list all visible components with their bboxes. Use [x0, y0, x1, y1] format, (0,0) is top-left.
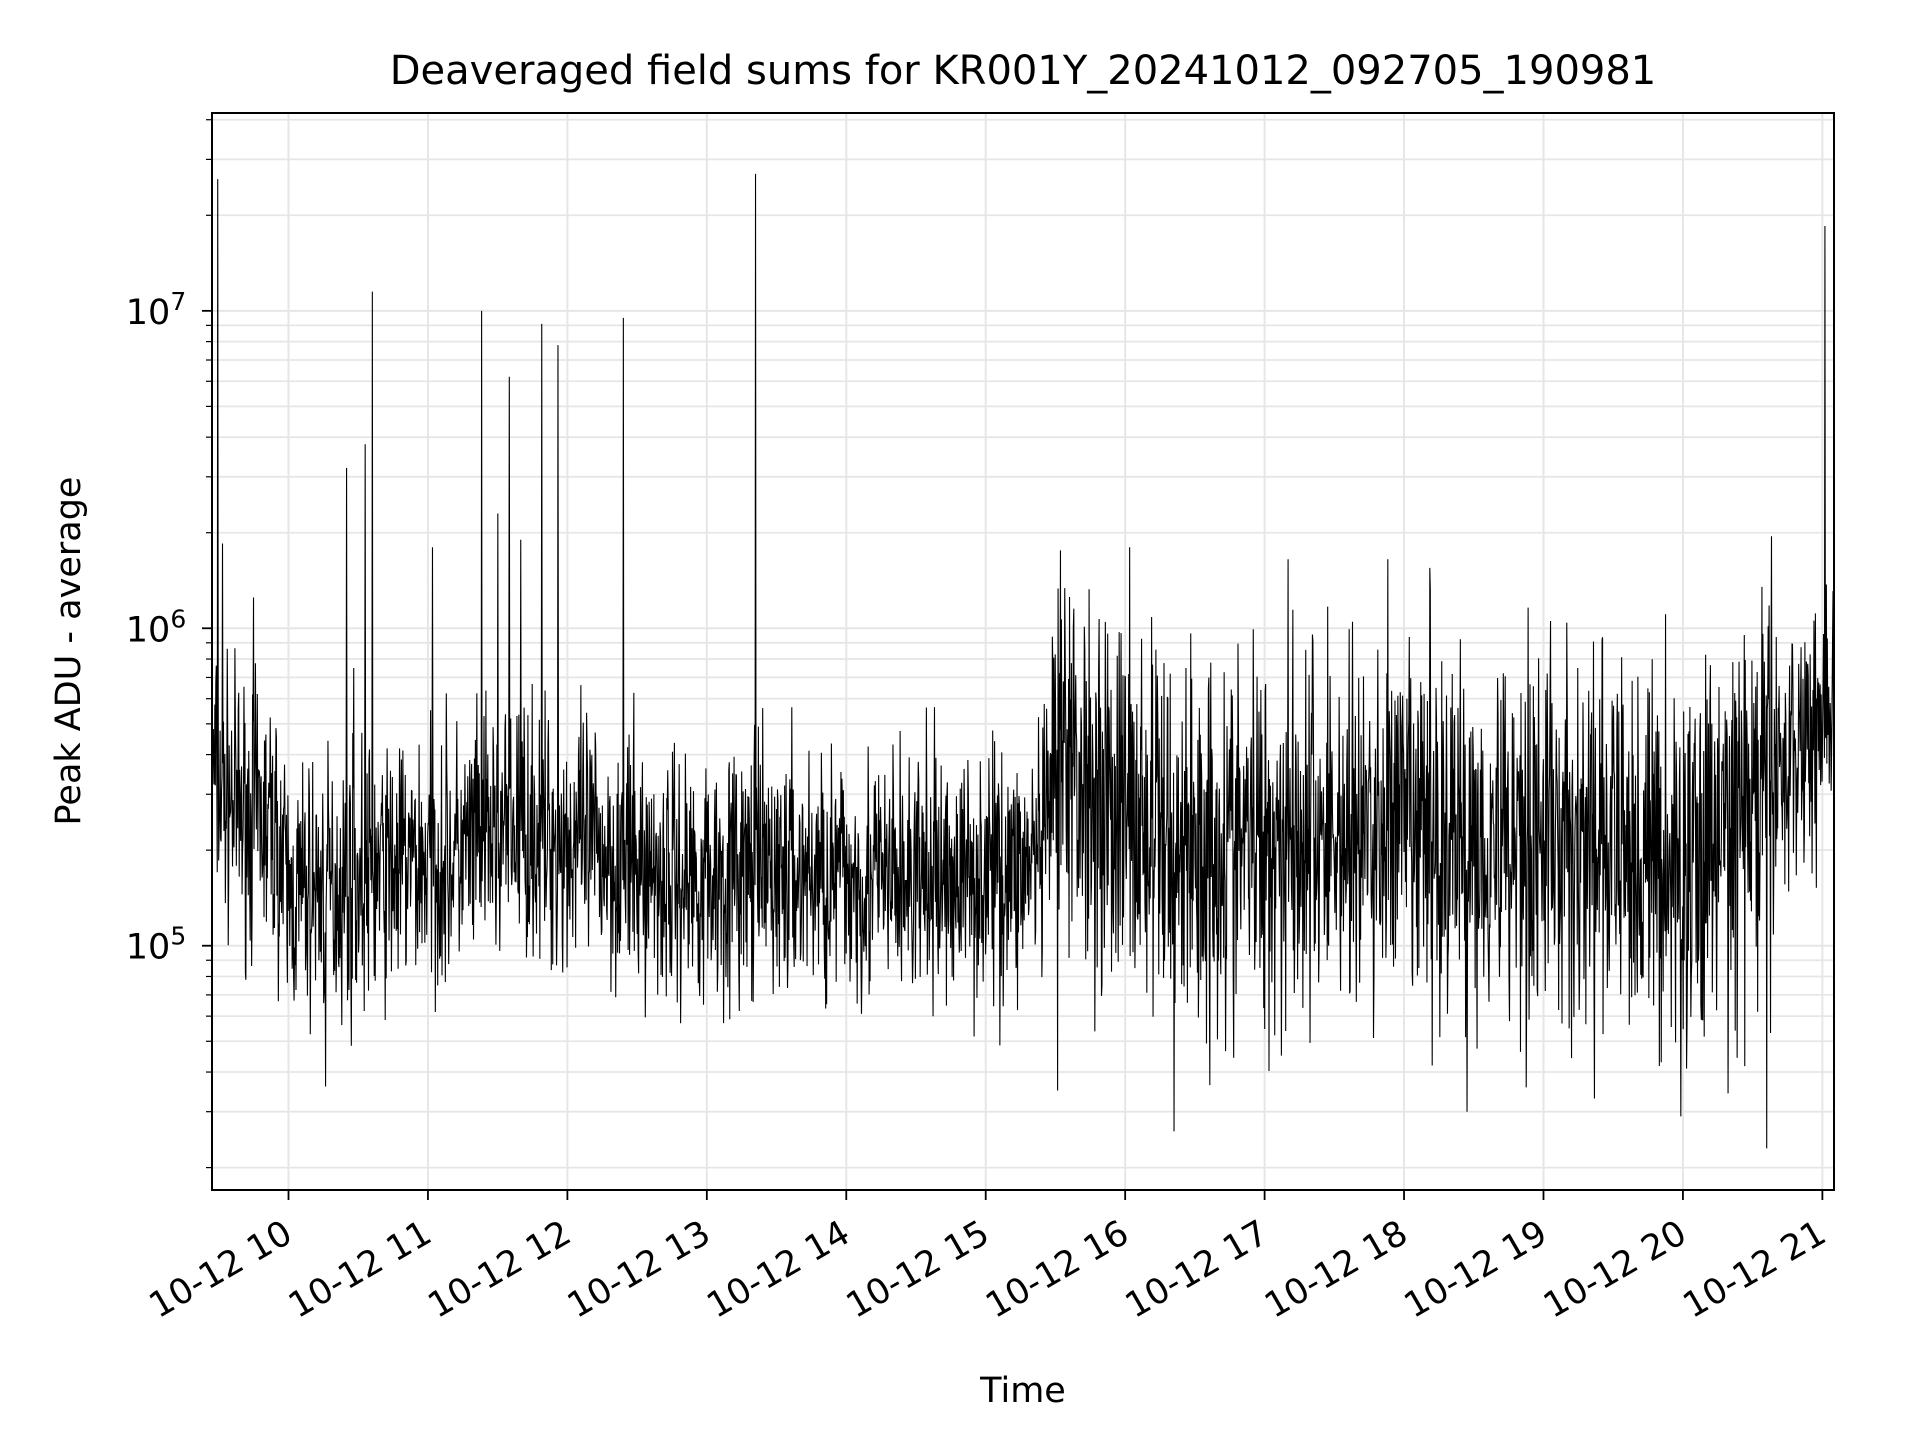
plot-frame — [211, 112, 1835, 1191]
plot-area — [212, 173, 1834, 1149]
series-line — [212, 173, 1834, 1149]
y-axis: 105 106 107 — [126, 119, 212, 1169]
y-tick-label: 107 — [126, 287, 186, 333]
chart-title: Deaveraged field sums for KR001Y_2024101… — [390, 48, 1657, 94]
y-tick-label: 106 — [126, 604, 186, 650]
x-axis-label: Time — [979, 1371, 1066, 1411]
y-axis-label: Peak ADU - average — [49, 477, 89, 826]
y-tick-label: 105 — [126, 922, 186, 968]
